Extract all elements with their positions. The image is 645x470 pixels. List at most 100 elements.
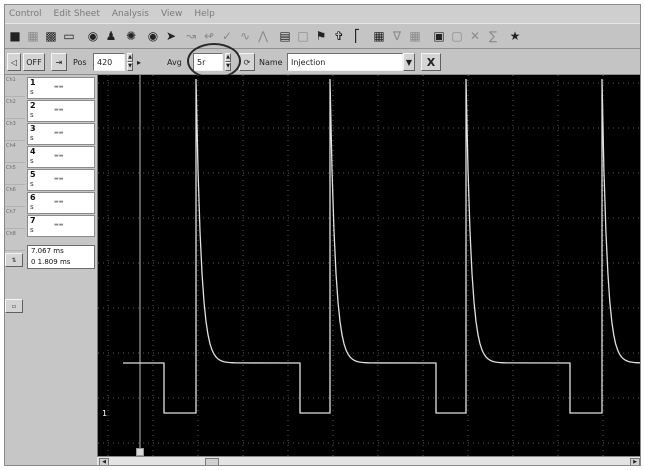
open-icon[interactable]: ▦ <box>27 29 39 43</box>
side-button-1[interactable]: ⇅ <box>5 253 23 267</box>
menu-analysis[interactable]: Analysis <box>111 9 149 19</box>
channel-row-2[interactable]: 2 s ▬▬ <box>27 100 95 122</box>
pos-field[interactable]: 420 <box>93 53 125 71</box>
main-toolbar: ■ ▦ ▩ ▭ ◉ ♟ ✺ ◉ ➤ ↝ ↫ ✓ ∿ ⋀ ▤ □ ⚑ ✞ ⎡ ▦ … <box>5 23 640 49</box>
settings-icon[interactable]: ✺ <box>125 29 137 43</box>
chart-icon[interactable]: ▤ <box>279 29 291 43</box>
channel-number: 5 <box>30 170 36 179</box>
mode-button[interactable]: OFF <box>23 53 45 71</box>
pos-stepper[interactable]: ▲ ▼ <box>127 53 133 71</box>
secondary-toolbar: ◁ OFF ⇥ Pos 420 ▲ ▼ ▸ Avg 5r ▲ ▼ ⟳ Name In… <box>5 49 640 75</box>
channel-row-5[interactable]: 5 s ▬▬ <box>27 169 95 191</box>
channel-setting-icon: ▬▬ <box>54 153 64 159</box>
sum-icon[interactable]: ∑ <box>488 29 498 43</box>
channel-label-column: Ch1 Ch2 Ch3 Ch4 Ch5 Ch6 Ch7 Ch8 <box>5 75 25 251</box>
scroll-left-arrow-icon[interactable]: ◀ <box>99 458 109 465</box>
channel-label: Ch1 <box>5 75 25 97</box>
frame-icon[interactable]: □ <box>297 29 309 43</box>
scope-display[interactable]: 1 <box>97 75 640 456</box>
menu-edit-sheet[interactable]: Edit Sheet <box>53 9 100 19</box>
flag-icon[interactable]: ⚑ <box>315 29 327 43</box>
help-icon[interactable]: ★ <box>509 29 521 43</box>
arrow-icon[interactable]: ➤ <box>165 29 177 43</box>
channel-sub: s <box>30 134 34 142</box>
channel-list: 1 s ▬▬ 2 s ▬▬ 3 s ▬▬ 4 s ▬▬ 5 s <box>27 77 95 238</box>
measure-icon[interactable]: ↫ <box>203 29 215 43</box>
channel-row-7[interactable]: 7 s ▬▬ <box>27 215 95 237</box>
channel-sub: s <box>30 111 34 119</box>
pos-right-arrow[interactable]: ▸ <box>137 57 142 67</box>
channel-setting-icon: ▬▬ <box>54 84 64 90</box>
person-icon[interactable]: ♟ <box>105 29 117 43</box>
channel-sub: s <box>30 226 34 234</box>
scroll-right-arrow-icon[interactable]: ▶ <box>630 458 640 465</box>
avg-field[interactable]: 5r <box>193 53 223 71</box>
channel-label: Ch2 <box>5 97 25 119</box>
channel-setting-icon: ▬▬ <box>54 199 64 205</box>
scope-trace-canvas <box>98 75 640 456</box>
save-icon[interactable]: ■ <box>9 29 21 43</box>
list-icon[interactable]: ▣ <box>433 29 445 43</box>
channel-setting-icon: ▬▬ <box>54 107 64 113</box>
channel-row-3[interactable]: 3 s ▬▬ <box>27 123 95 145</box>
menu-bar: Control Edit Sheet Analysis View Help <box>5 5 640 23</box>
side-button-2[interactable]: ▫ <box>5 299 23 313</box>
application-window: Control Edit Sheet Analysis View Help ■ … <box>4 4 641 466</box>
close-button[interactable]: X <box>421 53 441 71</box>
channel-label: Ch6 <box>5 185 25 207</box>
channel-row-4[interactable]: 4 s ▬▬ <box>27 146 95 168</box>
name-field[interactable]: Injection <box>287 53 403 71</box>
channel-number: 2 <box>30 101 36 110</box>
channel-marker: 1 <box>102 409 108 418</box>
channel-panel: Ch1 Ch2 Ch3 Ch4 Ch5 Ch6 Ch7 Ch8 1 s ▬▬ 2… <box>5 75 97 465</box>
cursor-handle[interactable] <box>136 448 144 456</box>
channel-setting-icon: ▬▬ <box>54 130 64 136</box>
channel-sub: s <box>30 157 34 165</box>
channel-number: 6 <box>30 193 36 202</box>
readout-line-1: 7.067 ms <box>31 247 64 255</box>
avg-label: Avg <box>167 57 182 67</box>
name-dropdown-chevron-icon[interactable]: ▼ <box>403 53 415 71</box>
menu-help[interactable]: Help <box>194 9 215 19</box>
marker-icon[interactable]: ✞ <box>333 29 345 43</box>
check-icon[interactable]: ✓ <box>221 29 233 43</box>
grid-icon[interactable]: ▦ <box>409 29 421 43</box>
filter-icon[interactable]: ∇ <box>392 29 402 43</box>
refresh-icon[interactable]: ⟳ <box>239 53 255 71</box>
channel-sub: s <box>30 88 34 96</box>
wave-icon[interactable]: ∿ <box>239 29 251 43</box>
avg-stepper[interactable]: ▲ ▼ <box>225 53 231 71</box>
channel-number: 7 <box>30 216 36 225</box>
channel-sub: s <box>30 180 34 188</box>
tools-icon[interactable]: ▢ <box>451 29 463 43</box>
channel-setting-icon: ▬▬ <box>54 176 64 182</box>
channel-row-6[interactable]: 6 s ▬▬ <box>27 192 95 214</box>
bracket-icon[interactable]: ⎡ <box>354 29 360 43</box>
channel-label: Ch5 <box>5 163 25 185</box>
step-button[interactable]: ⇥ <box>51 53 67 71</box>
peak-icon[interactable]: ⋀ <box>258 29 268 43</box>
channel-sub: s <box>30 203 34 211</box>
channel-label: Ch8 <box>5 229 25 251</box>
copy-icon[interactable]: ▭ <box>63 29 75 43</box>
print-icon[interactable]: ▩ <box>45 29 57 43</box>
zoom-icon[interactable]: ◉ <box>87 29 99 43</box>
menu-control[interactable]: Control <box>9 9 42 19</box>
cursor-icon[interactable]: ↝ <box>185 29 197 43</box>
channel-label: Ch3 <box>5 119 25 141</box>
menu-view[interactable]: View <box>160 9 183 19</box>
name-label: Name <box>259 57 283 67</box>
pos-label: Pos <box>73 57 87 67</box>
channel-setting-icon: ▬▬ <box>54 222 64 228</box>
horizontal-scrollbar[interactable]: ◀ ▶ <box>97 456 640 465</box>
table-icon[interactable]: ▦ <box>373 29 385 43</box>
scroll-thumb[interactable] <box>205 458 219 465</box>
x-icon[interactable]: ✕ <box>469 29 481 43</box>
channel-toggle-button[interactable]: ◁ <box>7 53 21 71</box>
channel-row-1[interactable]: 1 s ▬▬ <box>27 77 95 99</box>
readout-line-2: 0 1.809 ms <box>31 258 71 266</box>
channel-number: 3 <box>30 124 36 133</box>
channel-number: 4 <box>30 147 36 156</box>
channel-number: 1 <box>30 78 36 87</box>
record-icon[interactable]: ◉ <box>147 29 159 43</box>
